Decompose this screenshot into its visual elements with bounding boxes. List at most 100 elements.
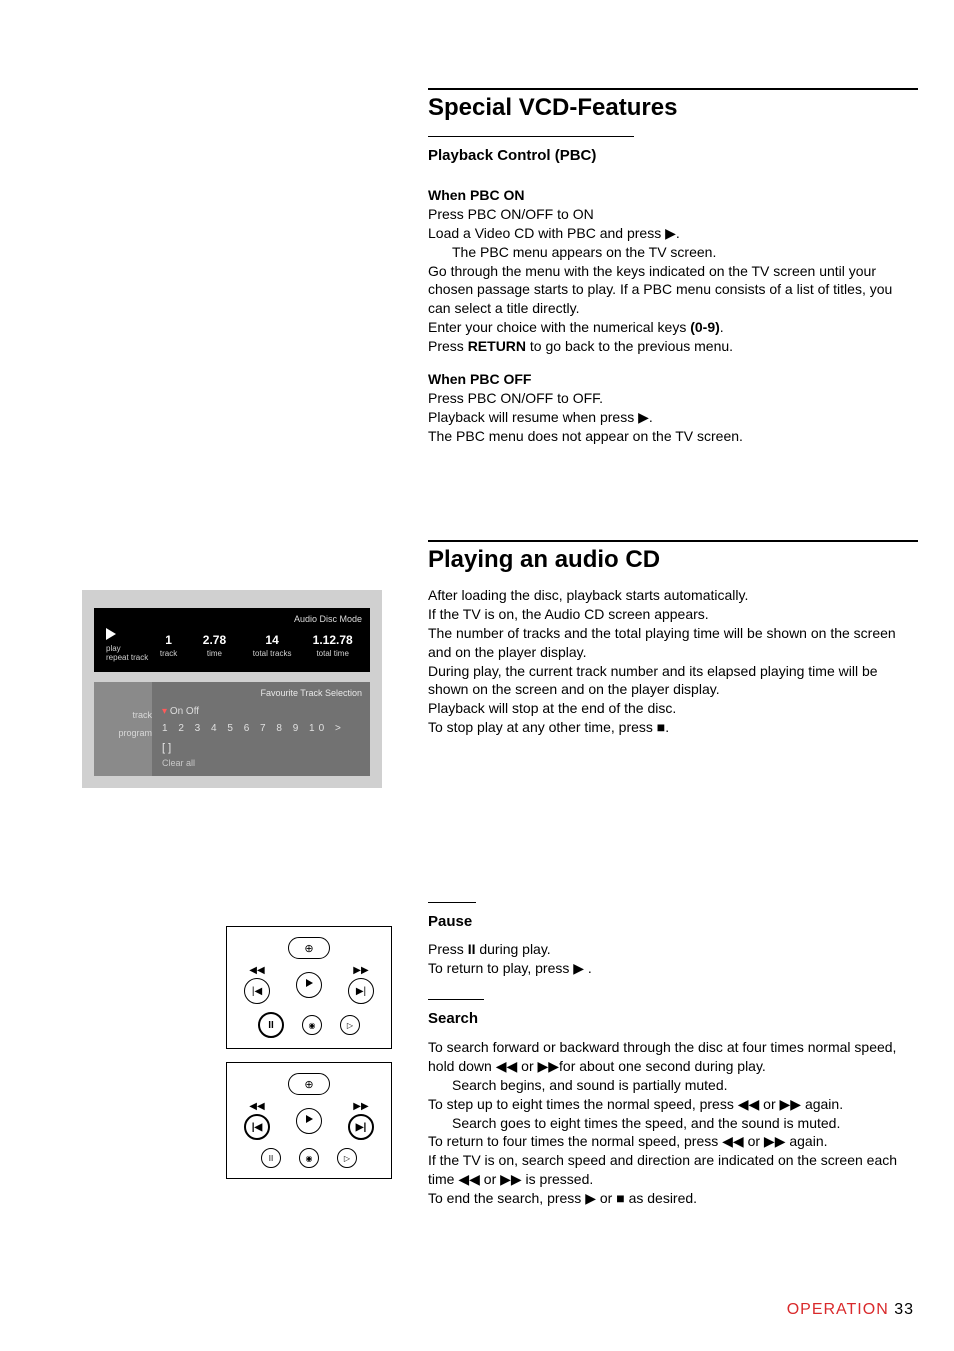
t: Enter your choice with the numerical key… xyxy=(428,319,690,335)
t: Playback will resume when press xyxy=(428,409,638,425)
fast-forward-glyph: ▶▶ xyxy=(500,1171,522,1187)
body-text: Press PBC ON/OFF to ON xyxy=(428,205,918,224)
clear-all-label: Clear all xyxy=(162,758,362,768)
audio-mode-label: Audio Disc Mode xyxy=(102,614,362,624)
body-text: Press II during play. xyxy=(428,940,918,959)
fast-forward-glyph: ▶▶ xyxy=(538,1058,560,1074)
t: To end the search, press xyxy=(428,1190,585,1206)
step-button-icon: ▷ xyxy=(337,1148,357,1168)
audio-top-panel: Audio Disc Mode play repeat track 1 trac… xyxy=(94,608,370,672)
t: . xyxy=(584,960,592,976)
total-tracks-label: total tracks xyxy=(253,649,292,658)
footer-label: OPERATION xyxy=(787,1301,889,1318)
body-text: The PBC menu appears on the TV screen. xyxy=(452,243,918,262)
subheading-pbc: Playback Control (PBC) xyxy=(428,141,918,164)
repeat-label: repeat track xyxy=(106,653,148,662)
t: . xyxy=(649,409,653,425)
audio-disc-mode-graphic: Audio Disc Mode play repeat track 1 trac… xyxy=(82,590,382,788)
time-value: 2.78 xyxy=(203,633,226,647)
total-tracks-value: 14 xyxy=(265,633,278,647)
t: . xyxy=(665,719,669,735)
t: or xyxy=(480,1171,500,1187)
zoom-button-icon: ⊕ xyxy=(288,937,330,959)
tracks-row: 1 2 3 4 5 6 7 8 9 10 > xyxy=(162,723,362,734)
t: or xyxy=(759,1096,779,1112)
rewind-glyph: ◀◀ xyxy=(458,1171,480,1187)
t: Press xyxy=(428,941,468,957)
rewind-icon: ◀◀ xyxy=(249,965,264,976)
body-text: To end the search, press ▶ or ■ as desir… xyxy=(428,1189,918,1208)
t: Load a Video CD with PBC and press xyxy=(428,225,665,241)
rule xyxy=(428,136,634,137)
fast-forward-icon: ▶▶ xyxy=(353,965,368,976)
remote-diagram-pause: ⊕ ◀◀|◀ ▶▶▶| II ◉ ▷ xyxy=(226,926,392,1049)
program-side-label: program xyxy=(118,728,152,738)
body-text: The number of tracks and the total playi… xyxy=(428,624,918,662)
play-button-icon xyxy=(296,1108,322,1134)
body-text: Load a Video CD with PBC and press ▶. xyxy=(428,224,918,243)
t: again. xyxy=(785,1133,827,1149)
t: On Off xyxy=(170,706,199,717)
zoom-button-icon: ⊕ xyxy=(288,1073,330,1095)
play-label: play xyxy=(106,644,121,653)
t: To stop play at any other time, press xyxy=(428,719,657,735)
play-glyph: ▶ xyxy=(573,960,584,976)
body-text: To search forward or backward through th… xyxy=(428,1038,918,1076)
body-text: After loading the disc, playback starts … xyxy=(428,586,918,605)
heading-pbc-off: When PBC OFF xyxy=(428,370,918,389)
program-brackets: [ ] xyxy=(162,742,362,754)
t: during play. xyxy=(475,941,550,957)
t: . xyxy=(720,319,724,335)
heading-playing-audio-cd: Playing an audio CD xyxy=(428,540,918,574)
onoff-row: ▾ On Off xyxy=(162,706,362,717)
body-text: Press PBC ON/OFF to OFF. xyxy=(428,389,918,408)
rewind-glyph: ◀◀ xyxy=(738,1096,760,1112)
play-glyph: ▶ xyxy=(585,1190,596,1206)
body-text: To step up to eight times the normal spe… xyxy=(428,1095,918,1114)
fts-label: Favourite Track Selection xyxy=(162,688,362,698)
stop-glyph: ■ xyxy=(657,719,665,735)
body-text: The PBC menu does not appear on the TV s… xyxy=(428,427,918,446)
t: To step up to eight times the normal spe… xyxy=(428,1096,738,1112)
body-text: Playback will stop at the end of the dis… xyxy=(428,699,918,718)
t: to go back to the previous menu. xyxy=(526,338,733,354)
next-button-icon: ▶| xyxy=(348,978,374,1004)
t: Press xyxy=(428,338,468,354)
t: again. xyxy=(801,1096,843,1112)
play-triangle-icon xyxy=(106,628,116,642)
stop-glyph: ■ xyxy=(616,1190,624,1206)
track-label: track xyxy=(160,649,177,658)
heading-special-vcd: Special VCD-Features xyxy=(428,88,918,122)
heading-pbc-on: When PBC ON xyxy=(428,186,918,205)
t: To return to play, press xyxy=(428,960,573,976)
t: or xyxy=(596,1190,616,1206)
step-button-icon: ▷ xyxy=(340,1015,360,1035)
t: RETURN xyxy=(468,338,526,354)
fast-forward-glyph: ▶▶ xyxy=(780,1096,802,1112)
play-button-icon xyxy=(296,972,322,998)
body-text: If the TV is on, the Audio CD screen app… xyxy=(428,605,918,624)
t: as desired. xyxy=(625,1190,697,1206)
track-side-label: track xyxy=(132,710,152,720)
body-text: Playback will resume when press ▶. xyxy=(428,408,918,427)
remote-diagram-search: ⊕ ◀◀|◀ ▶▶▶| II ◉ ▷ xyxy=(226,1062,392,1179)
pause-button-icon: II xyxy=(258,1012,284,1038)
next-button-icon: ▶| xyxy=(348,1114,374,1140)
prev-button-icon: |◀ xyxy=(244,1114,270,1140)
body-text: Press RETURN to go back to the previous … xyxy=(428,337,918,356)
audio-bottom-panel: track program Favourite Track Selection … xyxy=(94,682,370,776)
rule xyxy=(428,902,476,903)
rewind-icon: ◀◀ xyxy=(249,1101,264,1112)
rewind-glyph: ◀◀ xyxy=(496,1058,518,1074)
t: . xyxy=(676,225,680,241)
total-time-label: total time xyxy=(316,649,348,658)
body-text: During play, the current track number an… xyxy=(428,662,918,700)
body-text: Enter your choice with the numerical key… xyxy=(428,318,918,337)
total-time-value: 1.12.78 xyxy=(313,633,353,647)
t: To return to four times the normal speed… xyxy=(428,1133,722,1149)
body-text: Search begins, and sound is partially mu… xyxy=(452,1076,918,1095)
t: or xyxy=(517,1058,537,1074)
page-footer: OPERATION 33 xyxy=(787,1301,914,1319)
body-text: If the TV is on, search speed and direct… xyxy=(428,1151,918,1189)
track-value: 1 xyxy=(165,633,172,647)
